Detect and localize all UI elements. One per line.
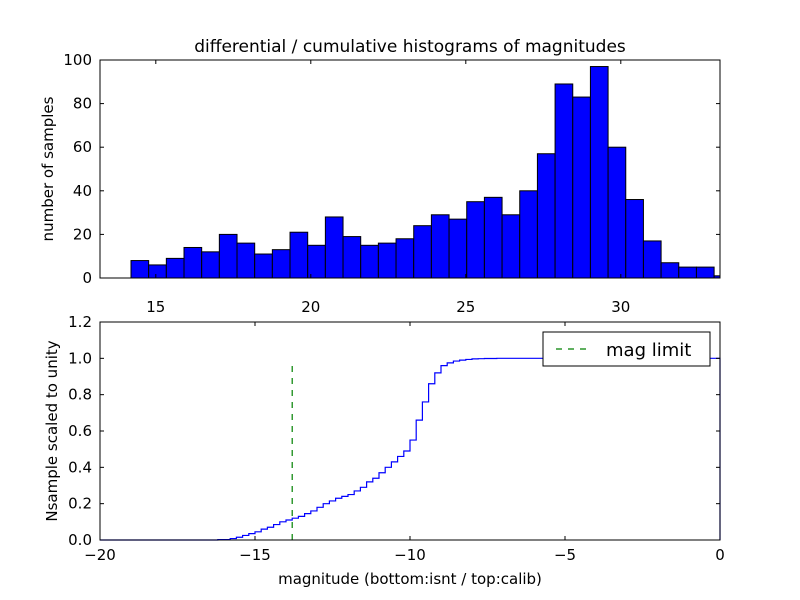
histogram-bar (625, 199, 644, 279)
cumulative-x-tick-label: −10 (394, 546, 426, 564)
histogram-bar (236, 242, 256, 279)
histogram-chart: differential / cumulative histograms of … (39, 37, 721, 316)
histogram-bar (695, 266, 715, 279)
histogram-x-tick-label: 15 (146, 298, 165, 316)
histogram-bar (165, 257, 185, 279)
histogram-bar (554, 83, 574, 279)
histogram-bar (395, 238, 415, 279)
cumulative-y-tick-label: 0.2 (68, 495, 92, 513)
histogram-bar (183, 246, 203, 279)
cumulative-y-tick-label: 0.0 (68, 531, 92, 549)
histogram-bar (642, 240, 662, 279)
histogram-bar (360, 244, 379, 279)
legend: mag limit (542, 331, 711, 367)
histogram-bar (607, 146, 627, 279)
histogram-y-tick-label: 0 (82, 269, 92, 287)
histogram-bar (589, 66, 609, 279)
histogram-bar (413, 225, 432, 279)
histogram-bar (130, 260, 150, 279)
histogram-bar (289, 231, 309, 279)
cumulative-x-axis-label: magnitude (bottom:isnt / top:calib) (278, 570, 542, 588)
chart-title: differential / cumulative histograms of … (194, 37, 626, 57)
histogram-bar (448, 218, 468, 279)
histogram-bar (342, 236, 362, 279)
histogram-y-tick-label: 80 (73, 95, 92, 113)
cumulative-lines (100, 357, 721, 541)
histogram-bar (307, 244, 326, 279)
histogram-y-tick-label: 60 (73, 138, 92, 156)
histogram-y-tick-label: 40 (73, 182, 92, 200)
histogram-bar (271, 249, 291, 279)
histogram-bar (501, 214, 521, 279)
histogram-bar (148, 264, 167, 279)
histogram-bar (678, 266, 697, 279)
histogram-bar (254, 253, 273, 279)
histogram-x-tick-label: 25 (456, 298, 475, 316)
histogram-ticks: 15 20 25 30 0 20 40 60 80 100 (63, 51, 720, 316)
cumulative-x-tick-label: −5 (554, 546, 576, 564)
cumulative-y-tick-label: 0.8 (68, 386, 92, 404)
histogram-bars (130, 66, 721, 279)
cumulative-x-tick-label: −20 (84, 546, 116, 564)
cumulative-x-tick-label: −15 (239, 546, 271, 564)
histogram-bar (324, 216, 344, 279)
legend-label-mag-limit: mag limit (606, 340, 691, 361)
histogram-bar (201, 251, 220, 279)
histogram-x-tick-label: 30 (611, 298, 630, 316)
cumulative-y-axis-label: Nsample scaled to unity (43, 340, 61, 521)
histogram-bar (660, 262, 680, 279)
histogram-bar (483, 196, 503, 279)
cumulative-ticks: −20 −15 −10 −5 0 0.0 0.2 0.4 0.6 0.8 1.0 1.2 (68, 313, 725, 564)
histogram-bar (466, 201, 485, 279)
cumulative-y-tick-label: 1.0 (68, 349, 92, 367)
histogram-y-axis-label: number of samples (39, 96, 57, 241)
cumulative-chart: −20 −15 −10 −5 0 0.0 0.2 0.4 0.6 0.8 1.0 1.2 Nsampl… (43, 313, 725, 588)
histogram-y-tick-label: 20 (73, 225, 92, 243)
histogram-bar (519, 190, 538, 279)
histogram-bar (430, 214, 450, 279)
cumulative-y-tick-label: 1.2 (68, 313, 92, 331)
histogram-bar (536, 153, 556, 279)
cumulative-step-line (100, 357, 721, 541)
cumulative-y-tick-label: 0.6 (68, 422, 92, 440)
cumulative-y-tick-label: 0.4 (68, 458, 92, 476)
histogram-bar (218, 233, 238, 279)
histogram-axes-frame (99, 59, 721, 279)
histogram-bar (377, 242, 397, 279)
histogram-y-tick-label: 100 (63, 51, 92, 69)
cumulative-x-tick-label: 0 (715, 546, 725, 564)
histogram-x-tick-label: 20 (301, 298, 320, 316)
histogram-bar (572, 96, 591, 279)
